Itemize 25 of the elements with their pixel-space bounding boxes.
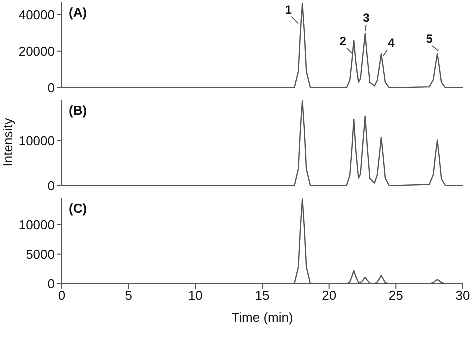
y-tick-label: 10000: [18, 217, 55, 232]
chart-title: (B): [69, 103, 88, 118]
y-tick-label: 10000: [18, 133, 55, 148]
y-tick-label: 40000: [18, 7, 55, 22]
chart-title: (C): [69, 201, 88, 216]
annotation: 2: [340, 34, 347, 48]
y-tick-label: 0: [48, 80, 55, 96]
y-tick-label: 0: [48, 178, 55, 194]
x-tick-label: 20: [322, 288, 337, 304]
x-tick-label: 15: [255, 288, 270, 304]
x-tick-label: 0: [58, 288, 66, 304]
x-tick-label: 30: [456, 288, 470, 304]
y-tick-label: 20000: [18, 44, 55, 60]
y-axis-title: Intensity: [0, 117, 16, 169]
chart-title: (A): [69, 5, 88, 20]
y-tick-label: 5000: [26, 246, 55, 262]
y-tick-label: 0: [48, 276, 55, 292]
annotation: 5: [426, 32, 434, 46]
x-tick-label: 10: [188, 288, 203, 304]
x-tick-label: 25: [388, 288, 404, 304]
annotation: 4: [388, 36, 396, 50]
x-axis-title: Time (min): [230, 310, 294, 325]
x-tick-label: 5: [125, 288, 132, 304]
annotation: 1: [285, 2, 292, 17]
annotation: 3: [363, 11, 370, 26]
